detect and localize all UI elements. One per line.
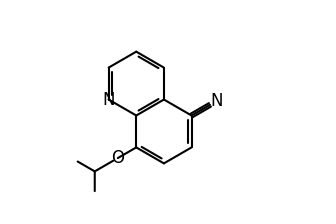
Text: N: N [102,90,115,109]
Text: N: N [210,92,222,110]
Text: O: O [111,149,124,167]
